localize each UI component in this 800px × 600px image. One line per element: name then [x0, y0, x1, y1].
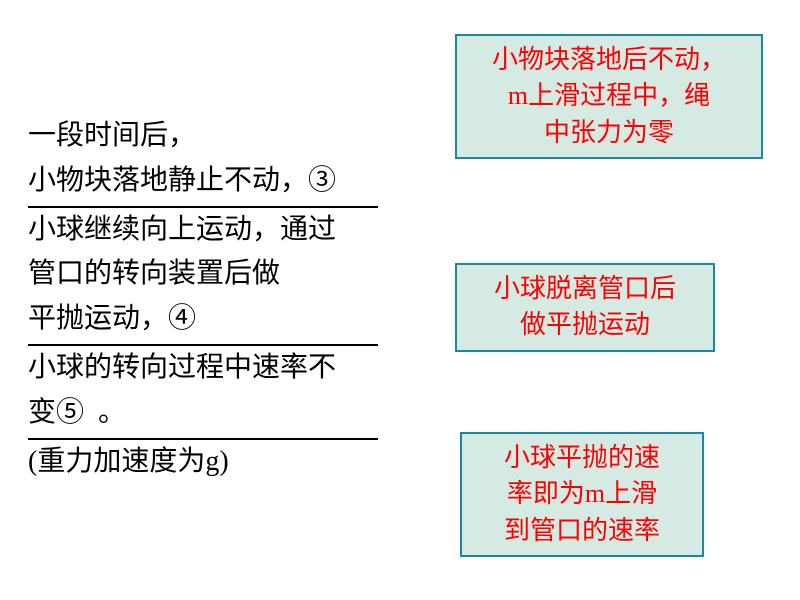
note3-line2: 率即为m上滑	[466, 476, 698, 512]
text-line-1: 一段时间后，	[28, 114, 398, 159]
text-line-5: 平抛运动，④	[28, 297, 398, 346]
main-text-column: 一段时间后， 小物块落地静止不动，③ 小球继续向上运动，通过 管口的转向装置后做…	[28, 114, 398, 484]
note1-line2: m上滑过程中，绳	[461, 78, 757, 114]
text-line-3: 小球继续向上运动，通过	[28, 208, 398, 253]
text-line-7: 变⑤。	[28, 391, 398, 440]
underlined-5: 变⑤	[28, 391, 98, 440]
annotation-box-2: 小球脱离管口后 做平抛运动	[455, 263, 715, 352]
note1-line1: 小物块落地后不动，	[461, 42, 757, 78]
note2-line2: 做平抛运动	[461, 307, 709, 343]
underlined-4: 平抛运动，④	[28, 297, 378, 346]
note3-line1: 小球平抛的速	[466, 440, 698, 476]
text-line-4: 管口的转向装置后做	[28, 252, 398, 297]
text-line-6: 小球的转向过程中速率不	[28, 346, 398, 391]
underlined-3: 小物块落地静止不动，③	[28, 159, 378, 208]
annotation-box-1: 小物块落地后不动， m上滑过程中，绳 中张力为零	[455, 34, 763, 159]
note3-line3: 到管口的速率	[466, 513, 698, 549]
text-line-8: (重力加速度为g)	[28, 440, 398, 485]
note1-line3: 中张力为零	[461, 115, 757, 151]
underlined-5-tail: 。	[98, 391, 378, 440]
text-line-2: 小物块落地静止不动，③	[28, 159, 398, 208]
note2-line1: 小球脱离管口后	[461, 271, 709, 307]
annotation-box-3: 小球平抛的速 率即为m上滑 到管口的速率	[460, 432, 704, 557]
